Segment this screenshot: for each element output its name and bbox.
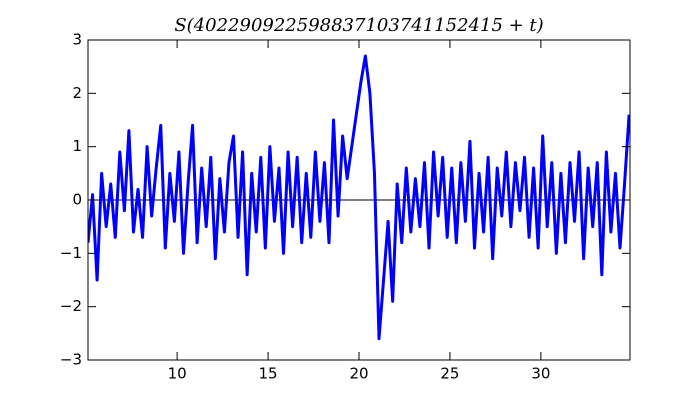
y-tick-label: −3 [60, 351, 82, 369]
data-line [88, 54, 630, 341]
y-tick-label: 1 [72, 137, 82, 155]
y-tick-label: 3 [72, 31, 82, 49]
x-tick-label: 30 [531, 365, 550, 383]
x-tick-label: 10 [168, 365, 187, 383]
x-tick-label: 25 [440, 365, 459, 383]
y-tick-label: −1 [60, 244, 82, 262]
y-tick-label: 2 [72, 84, 82, 102]
x-tick-label: 15 [259, 365, 278, 383]
y-tick-label: 0 [72, 191, 82, 209]
chart-title: S(402290922598837103741152415 + t) [174, 15, 543, 36]
y-tick-label: −2 [60, 297, 82, 315]
x-tick-label: 20 [349, 365, 368, 383]
